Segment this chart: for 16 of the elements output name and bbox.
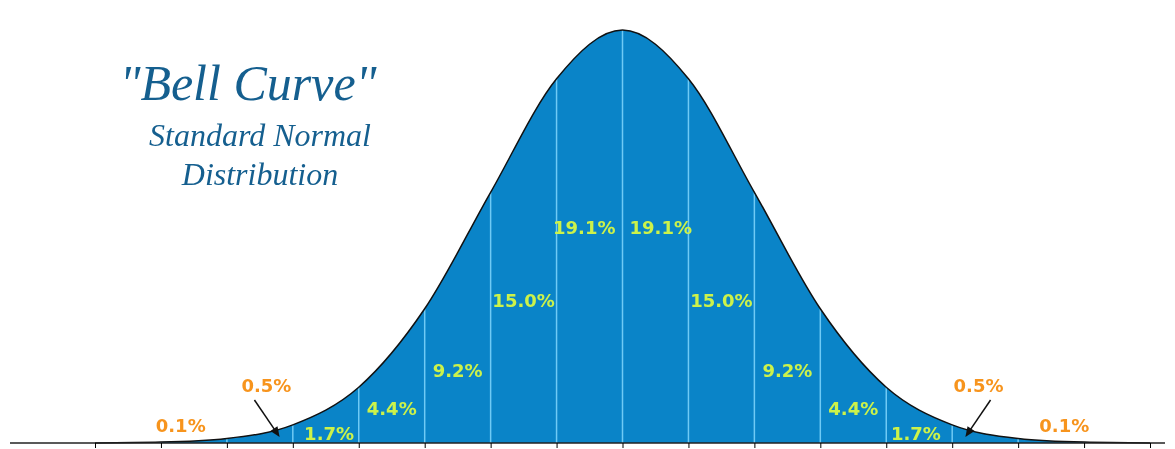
annotation: 0.5%	[241, 375, 292, 396]
annotation: 1.7%	[890, 423, 941, 444]
annotation: 1.7%	[304, 423, 355, 444]
annotation: 19.1%	[553, 217, 616, 238]
annotation: 9.2%	[762, 360, 813, 381]
annotation: 0.1%	[1039, 415, 1090, 436]
annotation: 0.1%	[155, 415, 206, 436]
annotation: 19.1%	[629, 217, 692, 238]
annotation: 15.0%	[690, 290, 753, 311]
annotation: 15.0%	[492, 290, 555, 311]
annotation: 4.4%	[828, 398, 879, 419]
text: Standard Normal Distribution	[149, 117, 372, 192]
annotation: 0.5%	[953, 375, 1004, 396]
annotation: 9.2%	[432, 360, 483, 381]
annotation: 4.4%	[366, 398, 417, 419]
text: "Bell Curve"	[119, 55, 378, 111]
